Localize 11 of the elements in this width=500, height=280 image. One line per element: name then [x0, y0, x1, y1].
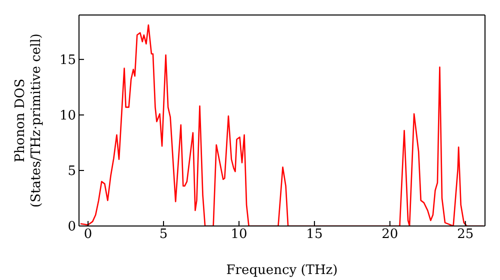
x-tick-label: 15 — [306, 227, 323, 242]
x-tick-label: 20 — [382, 227, 398, 242]
x-tick-label: 5 — [159, 227, 168, 242]
x-tick-label: 10 — [230, 227, 248, 242]
x-tick-label: 0 — [84, 227, 92, 242]
y-tick-label: 15 — [59, 53, 76, 68]
y-axis-title: Phonon DOS (States/THz·primitive cell) — [13, 33, 44, 208]
y-tick-label: 10 — [59, 108, 76, 124]
y-tick-label: 5 — [68, 164, 76, 180]
x-tick-label: 25 — [457, 227, 474, 242]
x-axis-title: Frequency (THz) — [226, 263, 338, 278]
